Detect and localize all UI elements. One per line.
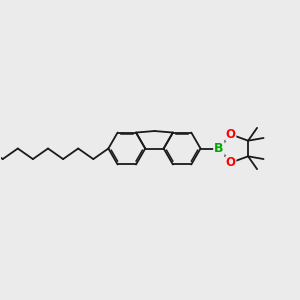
Text: O: O — [226, 156, 236, 169]
Text: O: O — [226, 128, 236, 141]
Text: B: B — [214, 142, 224, 155]
